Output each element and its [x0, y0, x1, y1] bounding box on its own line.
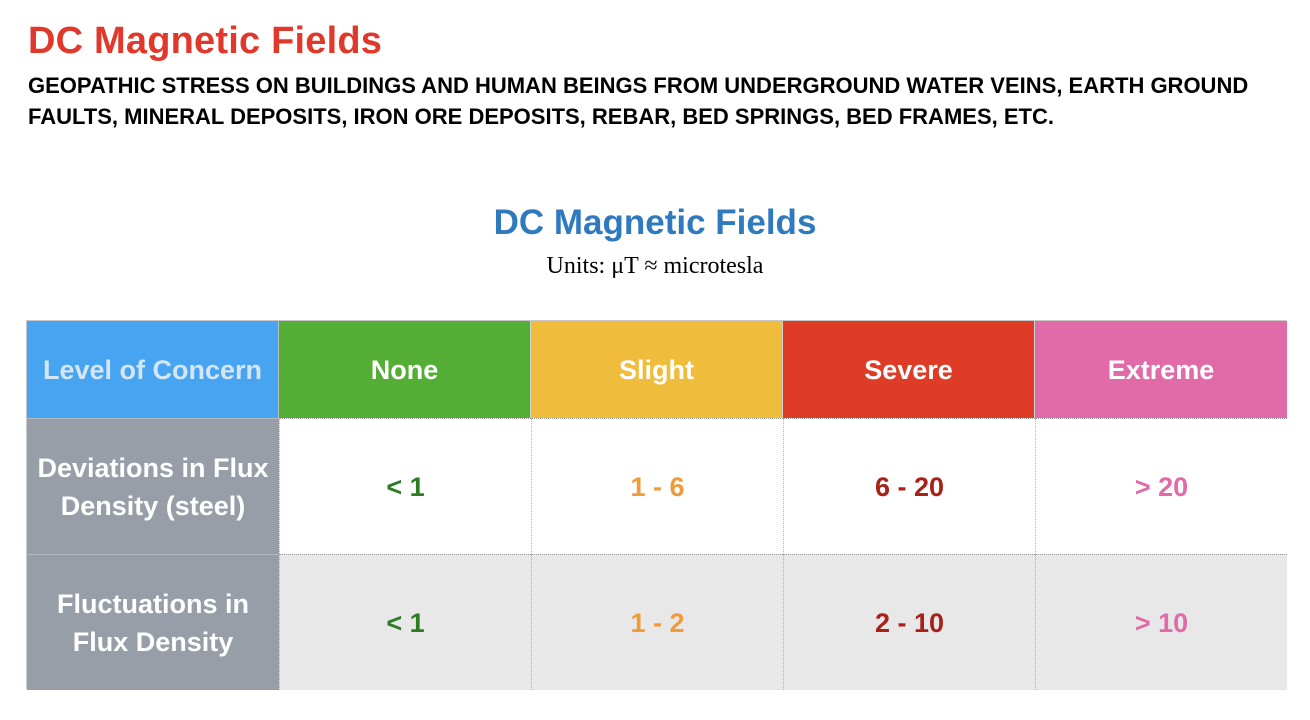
cell-deviations-slight: 1 - 6 [531, 418, 783, 554]
cell-fluctuations-slight: 1 - 2 [531, 554, 783, 690]
cell-deviations-extreme: > 20 [1035, 418, 1287, 554]
cell-deviations-none: < 1 [279, 418, 531, 554]
table-title: DC Magnetic Fields [493, 203, 817, 242]
cell-deviations-severe: 6 - 20 [783, 418, 1035, 554]
table-units: Units: μT ≈ microtesla [546, 253, 764, 279]
page-subtitle: GEOPATHIC STRESS ON BUILDINGS AND HUMAN … [28, 73, 1249, 129]
concern-level-table: Level of Concern None Slight Severe Extr… [26, 320, 1287, 690]
page-title: DC Magnetic Fields [28, 20, 383, 62]
header-level-of-concern: Level of Concern [27, 321, 279, 418]
header-severe: Severe [783, 321, 1035, 418]
header-slight: Slight [531, 321, 783, 418]
header-none: None [279, 321, 531, 418]
cell-fluctuations-extreme: > 10 [1035, 554, 1287, 690]
row-label-fluctuations: Fluctuations in Flux Density [27, 554, 279, 690]
header-extreme: Extreme [1035, 321, 1287, 418]
cell-fluctuations-none: < 1 [279, 554, 531, 690]
row-label-deviations: Deviations in Flux Density (steel) [27, 418, 279, 554]
cell-fluctuations-severe: 2 - 10 [783, 554, 1035, 690]
